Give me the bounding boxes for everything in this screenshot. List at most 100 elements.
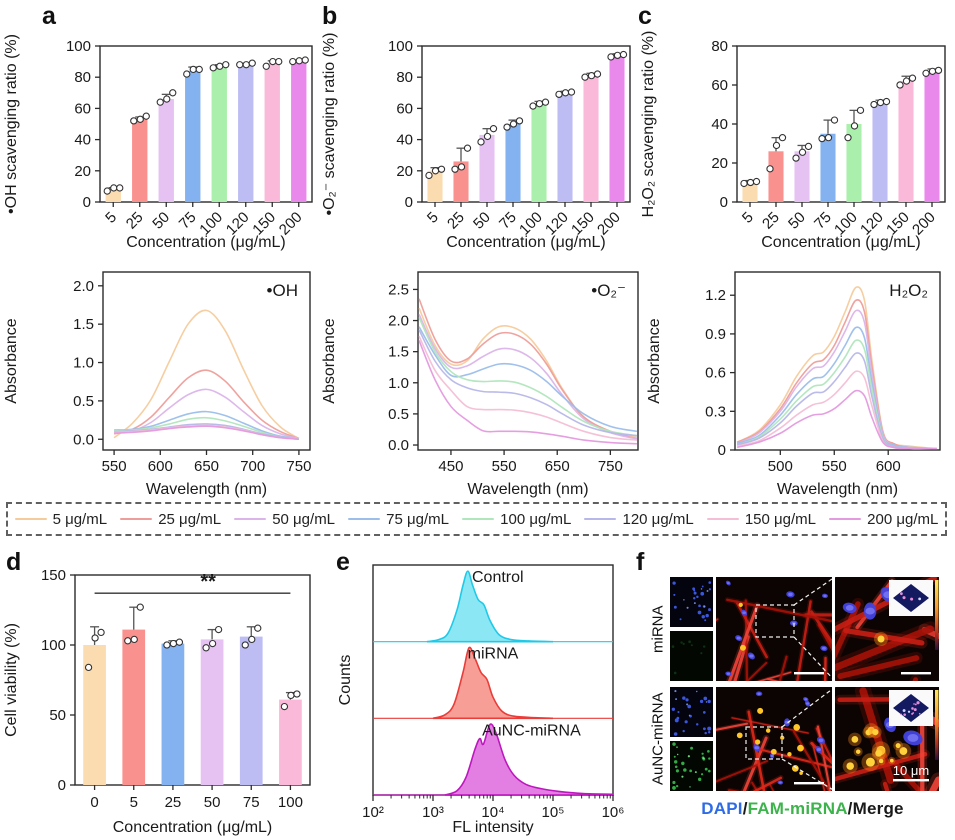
svg-text:600: 600 (876, 458, 901, 475)
concentration-legend: 5 μg/mL 25 μg/mL 50 μg/mL 75 μg/mL 100 μg/mL… (6, 502, 947, 536)
caption-part-dapi: DAPI (701, 799, 743, 818)
line-chart-o2-absorbance: 0.0 0.5 1.0 1.5 2.0 2.5 450 550 650 750 •O₂⁻ Wavele… (321, 271, 639, 498)
panel-label-b: b (322, 2, 338, 30)
svg-text:10⁶: 10⁶ (602, 804, 625, 821)
svg-text:0.5: 0.5 (388, 406, 409, 423)
svg-text:H₂O₂: H₂O₂ (889, 281, 928, 300)
flow-cytometry-histograms: Control miRNA AuNC-miRNA 10² 10³ 10⁴ 10⁵ 10⁶ FL … (337, 564, 625, 836)
svg-text:0: 0 (90, 794, 98, 811)
svg-text:20: 20 (711, 155, 728, 172)
svg-text:Absorbance: Absorbance (321, 318, 338, 403)
legend-label: 25 μg/mL (158, 510, 222, 528)
svg-text:50: 50 (204, 794, 221, 811)
svg-text:550: 550 (822, 458, 847, 475)
legend-item-150-μg/mL: 150 μg/mL (706, 510, 816, 528)
svg-text:Absorbance: Absorbance (646, 318, 663, 403)
svg-text:Concentration (μg/mL): Concentration (μg/mL) (126, 234, 286, 251)
legend-line-swatch (348, 517, 381, 521)
svg-text:60: 60 (711, 77, 728, 94)
caption-part-merge: Merge (852, 799, 904, 818)
svg-text:100: 100 (66, 38, 91, 55)
svg-text:0.6: 0.6 (705, 365, 726, 382)
svg-text:0.5: 0.5 (73, 393, 94, 410)
svg-text:5: 5 (424, 209, 442, 227)
svg-text:50: 50 (49, 707, 66, 724)
panel-label-a: a (42, 2, 56, 30)
svg-text:5: 5 (739, 209, 757, 227)
panel-label-c: c (638, 2, 652, 30)
legend-item-100-μg/mL: 100 μg/mL (462, 511, 571, 528)
svg-text:80: 80 (396, 69, 413, 86)
svg-text:2.0: 2.0 (73, 278, 94, 295)
svg-text:Wavelength (nm): Wavelength (nm) (467, 481, 588, 498)
fam-image-row1 (670, 630, 713, 681)
legend-item-5-μg/mL: 5 μg/mL (14, 511, 107, 528)
bar-chart-cell-viability: 0 50 100 150 0 5 25 50 75 100 ** Concentration (μg/… (3, 567, 311, 836)
svg-text:Wavelength (nm): Wavelength (nm) (777, 481, 898, 498)
merge-image-row2 (716, 687, 832, 791)
svg-text:0: 0 (718, 442, 726, 459)
svg-text:10²: 10² (362, 804, 384, 821)
legend-label: 100 μg/mL (500, 510, 572, 528)
svg-text:miRNA: miRNA (468, 646, 519, 663)
svg-text:1.0: 1.0 (73, 355, 94, 372)
dapi-image-row2 (670, 687, 713, 737)
legend-line-swatch (120, 517, 153, 521)
row-label-aunc-mirna: AuNC-miRNA (649, 692, 667, 786)
svg-text:2.5: 2.5 (388, 281, 409, 298)
legend-line-swatch (14, 517, 47, 521)
svg-text:40: 40 (74, 132, 91, 149)
svg-text:60: 60 (396, 100, 413, 117)
legend-item-50-μg/mL: 50 μg/mL (234, 511, 335, 528)
svg-text:25: 25 (759, 209, 783, 233)
line-chart-oh-absorbance: 0.0 0.5 1.0 1.5 2.0 550 600 650 700 750 •OH Wavelen… (3, 271, 311, 498)
svg-text:25: 25 (123, 209, 147, 233)
zoom-merge-image-row2: 10 μm (835, 687, 939, 791)
svg-text:600: 600 (148, 458, 173, 475)
svg-text:10⁵: 10⁵ (542, 804, 565, 821)
svg-text:Concentration (μg/mL): Concentration (μg/mL) (446, 234, 606, 251)
svg-text:0: 0 (58, 777, 66, 794)
legend-item-75-μg/mL: 75 μg/mL (348, 511, 449, 528)
svg-text:0.0: 0.0 (388, 437, 409, 454)
microscopy-montage: 10 μm DAPI/FAM-miRNA/Merge miRNA AuNC-miR… (650, 545, 955, 840)
dapi-image-row1 (670, 577, 713, 627)
svg-text:20: 20 (74, 163, 91, 180)
svg-text:150: 150 (41, 567, 66, 584)
panel-label-e: e (336, 548, 350, 576)
legend-item-120-μg/mL: 120 μg/mL (584, 511, 694, 528)
legend-item-200-μg/mL: 200 μg/mL (829, 511, 938, 528)
legend-line-swatch (462, 517, 495, 521)
svg-text:75: 75 (496, 209, 520, 233)
svg-text:80: 80 (711, 38, 728, 55)
svg-text:Concentration (μg/mL): Concentration (μg/mL) (761, 234, 921, 251)
svg-text:Concentration (μg/mL): Concentration (μg/mL) (113, 819, 273, 836)
svg-text:5: 5 (130, 794, 138, 811)
svg-text:Wavelength (nm): Wavelength (nm) (146, 481, 267, 498)
svg-text:100: 100 (41, 637, 66, 654)
fam-image-row2 (670, 740, 713, 791)
svg-text:40: 40 (711, 116, 728, 133)
svg-text:550: 550 (102, 458, 127, 475)
svg-text:Cell viability (%): Cell viability (%) (3, 623, 20, 737)
svg-text:5: 5 (102, 209, 120, 227)
svg-text:75: 75 (176, 209, 200, 233)
svg-text:50: 50 (470, 209, 494, 233)
legend-label: 150 μg/mL (744, 510, 816, 528)
microscopy-caption: DAPI/FAM-miRNA/Merge (650, 799, 955, 819)
panel-label-f: f (636, 548, 645, 576)
svg-text:25: 25 (444, 209, 468, 233)
svg-text:10 μm: 10 μm (893, 763, 929, 778)
svg-text:40: 40 (396, 132, 413, 149)
panel-label-d: d (6, 548, 22, 576)
svg-text:20: 20 (396, 163, 413, 180)
legend-line-swatch (706, 517, 739, 521)
svg-text:•O₂⁻ scavenging ratio (%): •O₂⁻ scavenging ratio (%) (321, 33, 338, 216)
svg-text:Counts: Counts (337, 655, 354, 706)
svg-text:Control: Control (472, 569, 524, 586)
svg-text:0: 0 (405, 194, 413, 211)
